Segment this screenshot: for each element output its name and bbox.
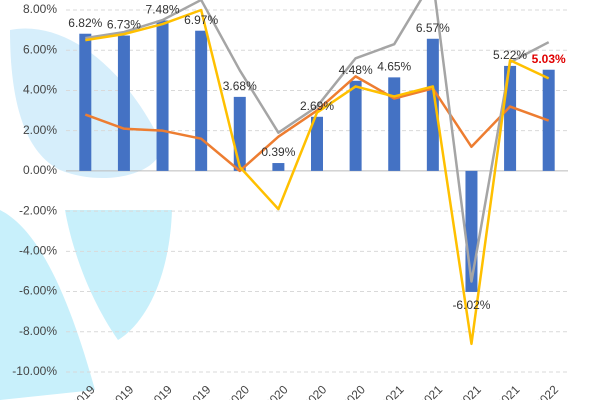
y-tick-label: -4.00%	[19, 244, 57, 258]
y-tick-label: 8.00%	[23, 2, 57, 16]
bar	[426, 38, 439, 171]
y-tick-label: -10.00%	[12, 364, 57, 378]
bar	[79, 33, 92, 171]
y-tick-label: 4.00%	[23, 83, 57, 97]
bar	[388, 77, 401, 171]
data-label: -6.02%	[452, 298, 490, 312]
bar	[195, 30, 208, 171]
data-label: 6.82%	[68, 16, 102, 30]
data-label: 7.48%	[146, 3, 180, 17]
bar	[504, 65, 517, 171]
y-tick-label: 2.00%	[23, 123, 57, 137]
line-series	[85, 0, 550, 283]
background-shape	[65, 210, 172, 340]
bar	[349, 80, 362, 171]
x-tick-label: 2020	[339, 382, 368, 400]
x-tick-label: 2021	[494, 382, 523, 400]
data-label: 6.73%	[107, 18, 141, 32]
data-label: 2.69%	[300, 99, 334, 113]
data-label: 5.03%	[532, 52, 566, 66]
bar	[117, 35, 130, 171]
data-label: 6.97%	[184, 13, 218, 27]
line-series	[84, 75, 550, 173]
data-label: 6.57%	[416, 21, 450, 35]
x-tick-label: 2020	[262, 382, 291, 400]
background-shape	[0, 210, 95, 400]
data-label: 0.39%	[261, 145, 295, 159]
y-tick-label: 6.00%	[23, 42, 57, 56]
y-tick-label: -6.00%	[19, 284, 57, 298]
bar	[156, 20, 169, 171]
x-tick-label: 2021	[455, 382, 484, 400]
x-tick-label: 2019	[146, 382, 175, 400]
data-label: 3.68%	[223, 79, 257, 93]
x-tick-label: 2021	[378, 382, 407, 400]
data-label: 4.65%	[377, 60, 411, 74]
x-tick-label: 2019	[185, 382, 214, 400]
bar	[272, 163, 285, 171]
data-label: 5.22%	[493, 48, 527, 62]
line-series	[85, 8, 550, 346]
x-tick-label: 2020	[301, 382, 330, 400]
x-tick-label: 2021	[416, 382, 445, 400]
bar	[233, 96, 246, 171]
x-tick-label: 2022	[532, 382, 561, 400]
x-tick-label: 2019	[108, 382, 137, 400]
x-tick-label: 2020	[223, 382, 252, 400]
y-tick-label: 0.00%	[23, 163, 57, 177]
data-label: 4.48%	[339, 63, 373, 77]
y-tick-label: -2.00%	[19, 203, 57, 217]
bar	[311, 116, 323, 171]
y-tick-label: -8.00%	[19, 324, 57, 338]
